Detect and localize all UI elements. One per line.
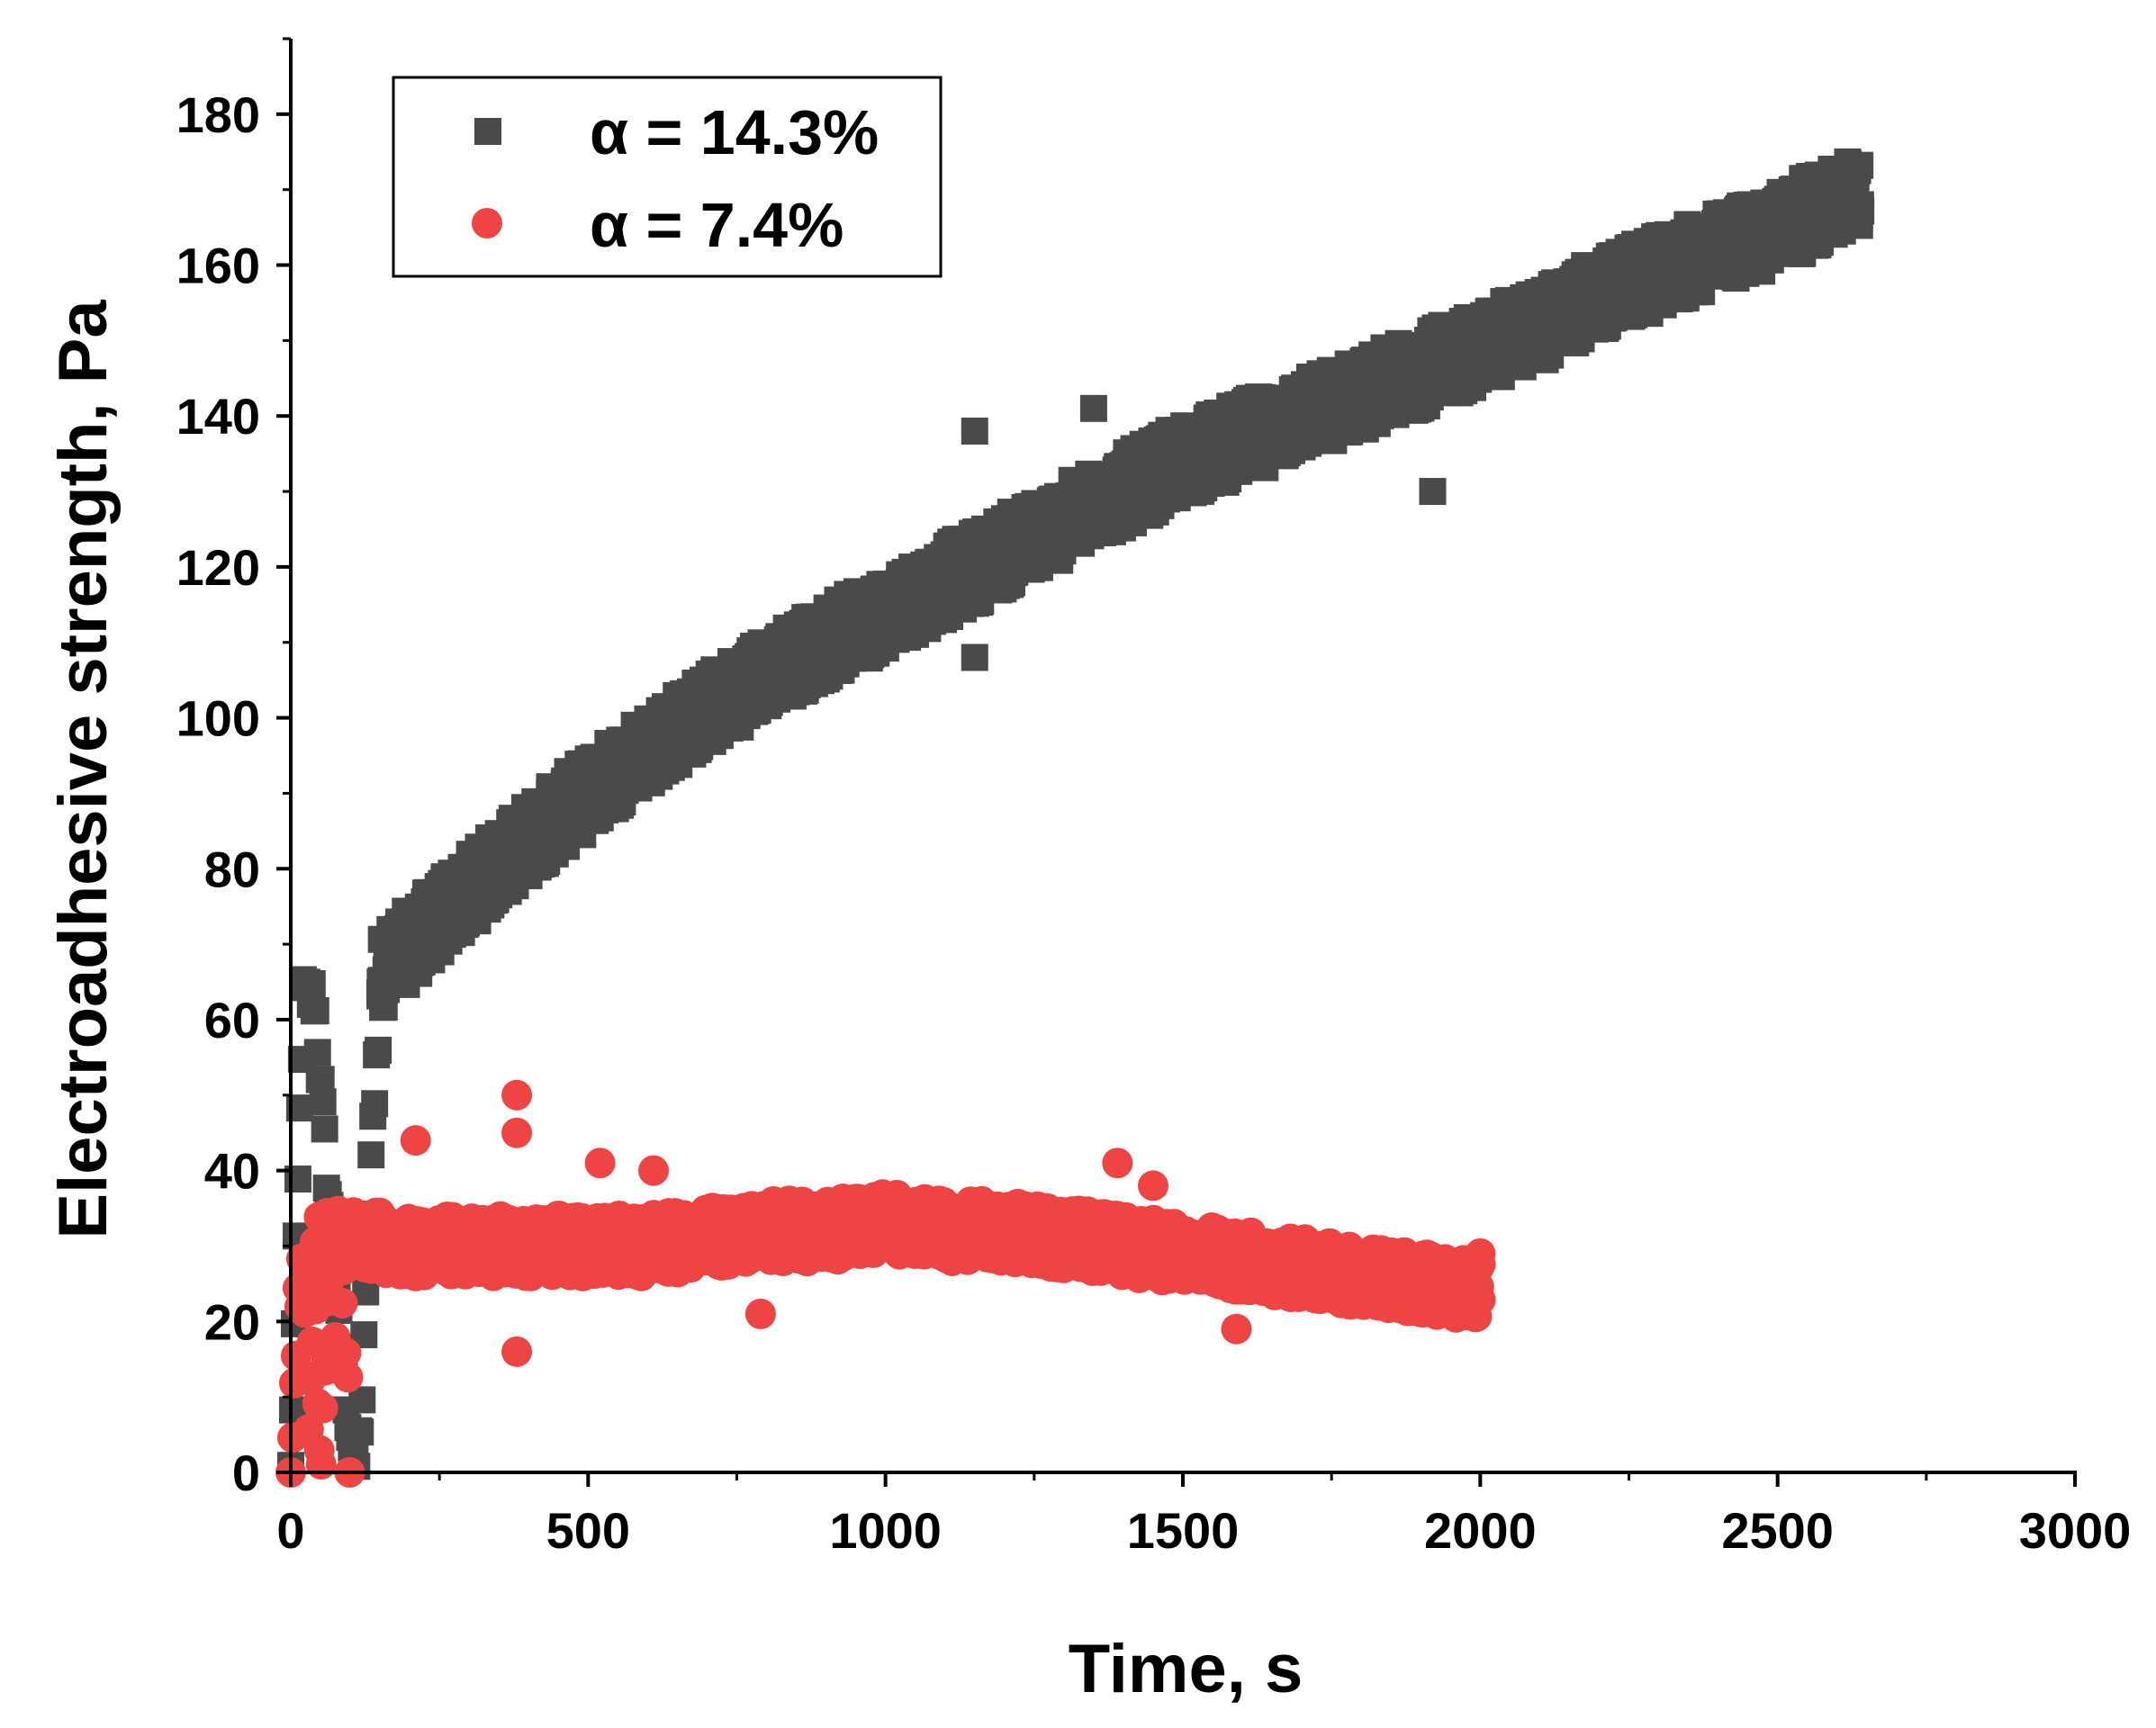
data-point xyxy=(1079,394,1107,422)
y-tick-label: 180 xyxy=(176,86,260,143)
data-point xyxy=(332,1362,364,1393)
data-point xyxy=(1102,1148,1133,1179)
data-point xyxy=(1846,151,1874,179)
data-point xyxy=(1847,197,1875,225)
data-point xyxy=(1137,1170,1168,1202)
legend-marker-square xyxy=(474,118,501,145)
data-point xyxy=(501,1336,533,1367)
data-point xyxy=(303,1039,331,1066)
x-tick-label: 500 xyxy=(546,1502,630,1559)
series-layer xyxy=(275,148,1875,1488)
data-point xyxy=(1465,1238,1496,1269)
data-point xyxy=(307,1392,338,1424)
legend-label-1: α = 14.3% xyxy=(590,97,879,167)
x-tick-label: 2500 xyxy=(1721,1502,1834,1559)
y-tick-label: 0 xyxy=(232,1444,260,1501)
data-point xyxy=(361,1090,389,1118)
data-point xyxy=(638,1155,670,1186)
x-tick-label: 1000 xyxy=(829,1502,942,1559)
y-ticks: 0 20 40 60 80 100 120 140 160 180 xyxy=(176,37,291,1501)
x-tick-label: 3000 xyxy=(2019,1502,2132,1559)
data-point xyxy=(1419,478,1447,506)
y-tick-label: 100 xyxy=(176,690,260,747)
data-point xyxy=(400,1125,431,1156)
y-tick-label: 60 xyxy=(204,992,260,1048)
data-point xyxy=(311,1115,338,1143)
data-point xyxy=(1465,1284,1496,1316)
y-axis-title: Electroadhesive strength, Pa xyxy=(45,300,122,1239)
y-tick-label: 20 xyxy=(204,1293,260,1350)
y-tick-label: 80 xyxy=(204,841,260,897)
data-point xyxy=(961,644,988,671)
series-1 xyxy=(277,148,1875,1480)
data-point xyxy=(357,1141,385,1169)
y-tick-label: 160 xyxy=(176,238,260,294)
x-tick-label: 1500 xyxy=(1127,1502,1240,1559)
data-point xyxy=(961,417,988,445)
series-2 xyxy=(275,1079,1496,1488)
x-ticks: 0 500 1000 1500 2000 2500 3000 xyxy=(276,1472,2131,1559)
data-point xyxy=(330,1337,362,1369)
x-tick-label: 0 xyxy=(276,1502,304,1559)
y-tick-label: 40 xyxy=(204,1143,260,1200)
data-point xyxy=(347,1418,374,1446)
legend: α = 14.3% α = 7.4% xyxy=(392,76,943,278)
data-point xyxy=(744,1298,776,1329)
legend-label-2: α = 7.4% xyxy=(590,190,843,260)
data-point xyxy=(305,1448,337,1480)
data-point xyxy=(365,1036,392,1064)
x-tick-label: 2000 xyxy=(1424,1502,1537,1559)
data-point xyxy=(501,1079,533,1111)
data-point xyxy=(1823,176,1851,203)
y-tick-label: 140 xyxy=(176,388,260,445)
data-point xyxy=(309,1088,337,1116)
legend-marker-circle xyxy=(472,208,502,238)
x-axis-title: Time, s xyxy=(1069,1631,1304,1707)
data-point xyxy=(501,1117,533,1148)
y-tick-label: 120 xyxy=(176,539,260,596)
data-point xyxy=(584,1148,616,1179)
data-point xyxy=(1221,1313,1252,1345)
data-point xyxy=(302,997,329,1025)
data-point xyxy=(298,970,326,998)
data-point xyxy=(327,1287,358,1318)
